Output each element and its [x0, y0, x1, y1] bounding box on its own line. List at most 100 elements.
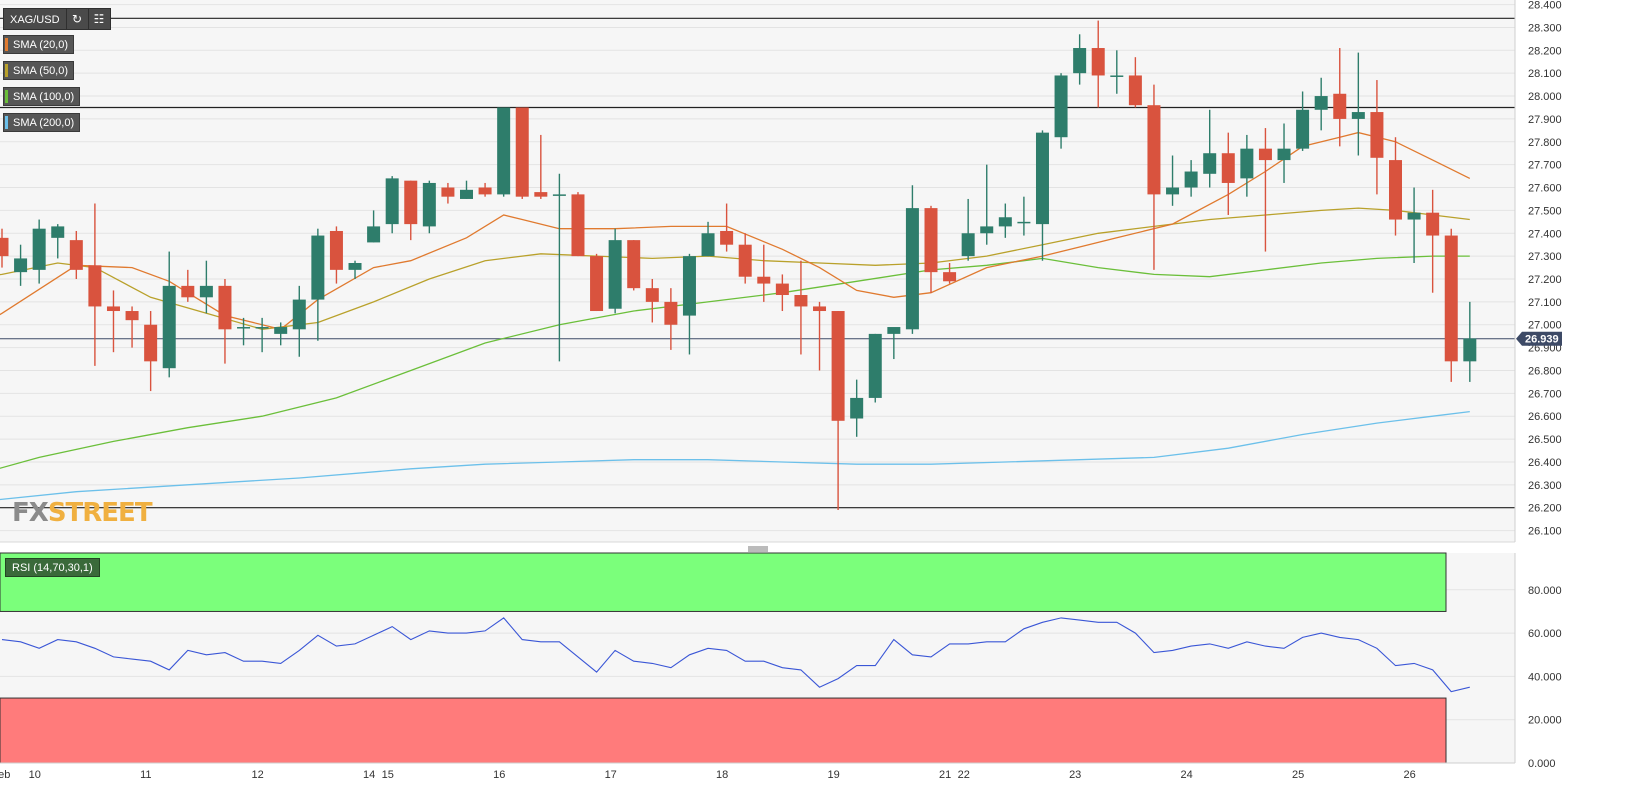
candle-body [868, 333, 882, 398]
time-tick-label: Feb [0, 769, 10, 781]
candle-body [515, 107, 529, 197]
candle-body [1091, 48, 1105, 76]
candle-body [738, 244, 752, 277]
candle-body [274, 327, 288, 334]
candle-body [497, 107, 511, 195]
fxstreet-watermark: FXSTREET [12, 498, 153, 528]
rsi-tick-label: 80.000 [1528, 585, 1562, 597]
indicator-label: SMA (20,0) [13, 39, 69, 51]
horizontal-levels [0, 17, 1515, 509]
time-tick-label: 23 [1069, 769, 1081, 781]
indicator-label: SMA (100,0) [13, 91, 75, 103]
candle-body [404, 180, 418, 225]
candle-body [1073, 48, 1087, 74]
time-axis[interactable]: Feb 10 11 12 14 15 16 17 18 19 21 22 23 24 25 26 [0, 762, 1515, 781]
candle-body [1054, 75, 1068, 138]
time-tick-label: 16 [493, 769, 505, 781]
sma200-line [0, 410, 1470, 501]
time-tick-label: 17 [605, 769, 617, 781]
candle-body [385, 178, 399, 225]
candle-body [478, 187, 492, 195]
rsi-tick-label: 20.000 [1528, 715, 1562, 727]
candle-body [69, 240, 83, 270]
chart-settings-icon[interactable]: ☷ [88, 8, 111, 30]
indicator-label: SMA (50,0) [13, 65, 69, 77]
candle-body [199, 285, 213, 298]
candle-body [905, 208, 919, 330]
candle-body [1184, 171, 1198, 188]
price-tick-label: 28.300 [1528, 22, 1562, 34]
candle-body [1351, 112, 1365, 119]
indicator-tag-sma20[interactable]: SMA (20,0) [3, 35, 75, 54]
candle-body [218, 285, 232, 330]
price-tick-label: 27.400 [1528, 228, 1562, 240]
price-tick-label: 28.000 [1528, 91, 1562, 103]
time-tick-label: 26 [1404, 769, 1416, 781]
price-tick-label: 27.800 [1528, 137, 1562, 149]
candle-body [850, 397, 864, 419]
candle-body [106, 306, 120, 312]
candle-body [1444, 235, 1458, 362]
candle-body [1277, 148, 1291, 161]
price-tick-label: 27.100 [1528, 297, 1562, 309]
candle-body [627, 240, 641, 289]
candle-body [1333, 93, 1347, 119]
price-tick-label: 28.200 [1528, 45, 1562, 57]
candle-body [1110, 75, 1124, 77]
time-tick-label: 22 [958, 769, 970, 781]
candle-body [1296, 109, 1310, 149]
refresh-icon[interactable]: ↻ [66, 8, 89, 30]
symbol-label[interactable]: XAG/USD [3, 8, 67, 30]
watermark-street: STREET [47, 498, 153, 528]
price-tick-label: 27.900 [1528, 114, 1562, 126]
rsi-axis[interactable]: 80.000 60.000 40.000 20.000 0.000 [1514, 553, 1562, 770]
price-tick-label: 27.300 [1528, 251, 1562, 263]
candle-body [831, 311, 845, 421]
rsi-zones [0, 552, 1447, 764]
price-axis[interactable]: 28.400 28.300 28.200 28.100 28.000 27.900 27.8… [1514, 0, 1562, 542]
pane-divider-handle[interactable] [748, 546, 768, 552]
candle-body [460, 189, 473, 199]
indicator-tag-sma50[interactable]: SMA (50,0) [3, 61, 75, 80]
price-tick-label: 26.400 [1528, 457, 1562, 469]
time-tick-label: 11 [140, 769, 151, 781]
sma200-swatch [5, 116, 8, 129]
candle-body [813, 306, 827, 312]
indicator-tag-sma100[interactable]: SMA (100,0) [3, 87, 81, 106]
price-tick-label: 28.400 [1528, 0, 1562, 12]
candle-body [144, 324, 158, 362]
candle-body [329, 230, 343, 270]
sma100-swatch [5, 90, 8, 103]
time-tick-label: 25 [1292, 769, 1304, 781]
candle-body [32, 228, 46, 270]
candle-body [757, 276, 771, 284]
sma50-swatch [5, 64, 8, 77]
main-pane-background [0, 0, 1515, 542]
candle-body [255, 327, 269, 329]
candle-body [0, 237, 9, 257]
time-tick-label: 19 [828, 769, 840, 781]
candle-body [1147, 105, 1161, 195]
price-tick-label: 27.600 [1528, 183, 1562, 195]
price-tick-label: 27.700 [1528, 160, 1562, 172]
time-tick-label: 21 [939, 769, 951, 781]
price-tick-label: 27.500 [1528, 205, 1562, 217]
time-tick-label: 18 [716, 769, 728, 781]
candle-body [162, 285, 176, 369]
candle-body [720, 230, 734, 245]
candle-body [943, 272, 957, 282]
rsi-tick-label: 0.000 [1528, 758, 1556, 770]
price-tag-box [1516, 331, 1562, 346]
rsi-tick-label: 60.000 [1528, 628, 1562, 640]
candle-body [1240, 148, 1254, 179]
candle-body [88, 265, 102, 307]
time-tick-label: 24 [1181, 769, 1193, 781]
indicator-tag-sma200[interactable]: SMA (200,0) [3, 113, 81, 132]
price-tick-label: 26.700 [1528, 388, 1562, 400]
price-tick-label: 26.100 [1528, 526, 1562, 538]
rsi-indicator-tag[interactable]: RSI (14,70,30,1) [5, 558, 100, 577]
sma50-line [0, 207, 1470, 330]
rsi-series [1, 617, 1470, 693]
candle-body [645, 288, 659, 302]
